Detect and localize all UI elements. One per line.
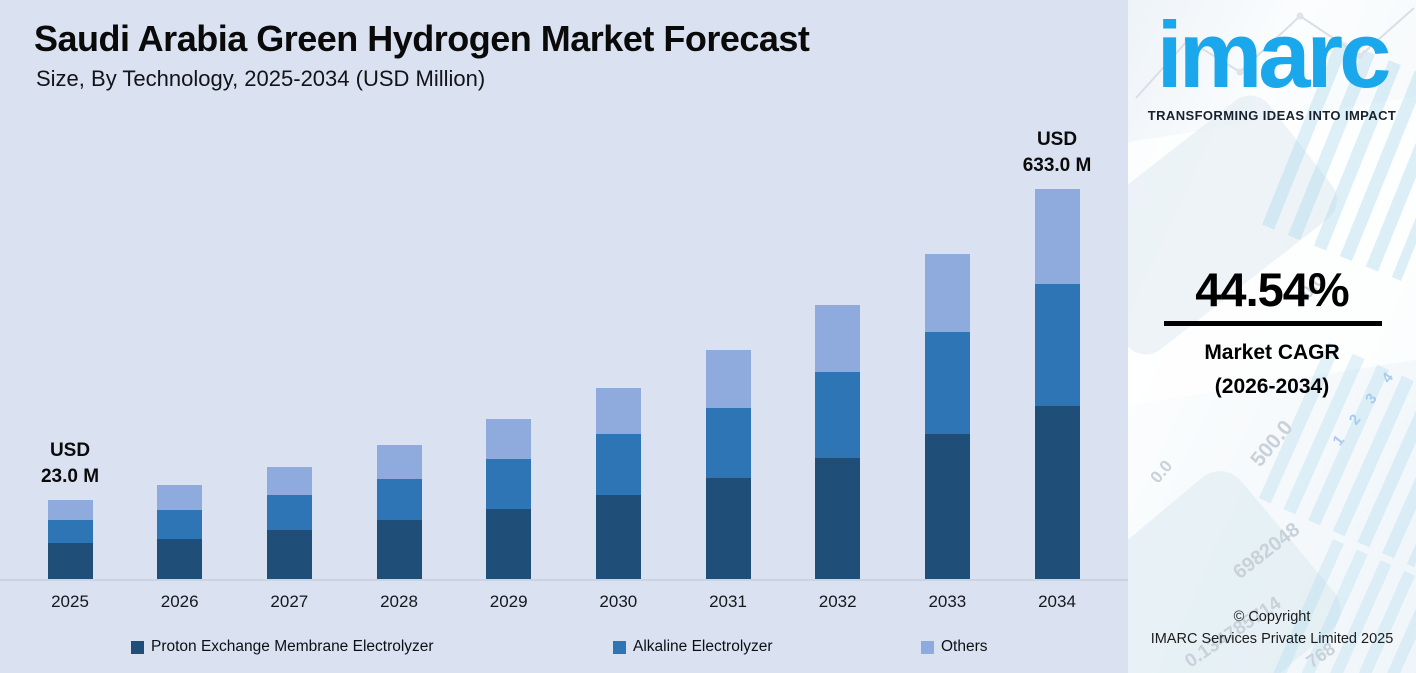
- legend-item-others: Others: [921, 637, 988, 657]
- copyright-line2: IMARC Services Private Limited 2025: [1150, 631, 1394, 648]
- bar-segment: [924, 332, 970, 434]
- stacked-bar-2028: [376, 445, 422, 580]
- stacked-bar-2034: [1034, 189, 1080, 580]
- x-axis-label-2033: 2033: [928, 592, 967, 611]
- legend-swatch-others: [921, 640, 934, 654]
- x-axis-label-2032: 2032: [818, 592, 857, 611]
- bar-segment: [924, 254, 970, 332]
- stacked-bar-2031: [705, 350, 751, 580]
- bar-segment: [815, 458, 861, 580]
- bar-segment: [1034, 406, 1080, 580]
- watermark-number: 500.0: [1246, 416, 1298, 472]
- stacked-bar-2026: [157, 485, 203, 580]
- value-annotation-2034: USD 633.0 M: [1022, 129, 1092, 176]
- bar-segment: [705, 350, 751, 408]
- watermark-number: 0.0: [1146, 456, 1177, 487]
- bar-segment: [705, 478, 751, 580]
- bar-segment: [705, 408, 751, 478]
- bar-segment: [595, 388, 641, 434]
- bar-segment: [376, 520, 422, 580]
- bar-segment: [266, 495, 312, 530]
- chart-subtitle: Size, By Technology, 2025-2034 (USD Mill…: [36, 66, 486, 91]
- bar-segment: [266, 530, 312, 580]
- cagr-value: 44.54%: [1195, 263, 1349, 316]
- bar-segment: [157, 510, 203, 539]
- cagr-period: (2026-2034): [1214, 375, 1330, 398]
- bar-segment: [157, 539, 203, 580]
- bar-segment: [815, 372, 861, 458]
- x-axis-label-2034: 2034: [1038, 592, 1076, 611]
- bar-segment: [595, 434, 641, 495]
- x-axis-label-2029: 2029: [489, 592, 528, 611]
- x-axis-label-2030: 2030: [599, 592, 638, 611]
- copyright-line1: © Copyright: [1233, 609, 1311, 625]
- stacked-bar-2030: [595, 388, 641, 580]
- stacked-bar-2032: [815, 305, 861, 580]
- legend-label-pem: Proton Exchange Membrane Electrolyzer: [151, 638, 434, 655]
- bar-segment: [1034, 189, 1080, 284]
- legend-swatch-pem: [131, 640, 144, 654]
- bar-segment: [486, 509, 532, 580]
- bar-segment: [595, 495, 641, 580]
- stacked-bar-2029: [486, 419, 532, 580]
- copyright-notice: © Copyright IMARC Services Private Limit…: [1128, 606, 1416, 651]
- legend-swatch-alkaline: [613, 640, 626, 654]
- bar-segment: [47, 543, 93, 580]
- legend-label-alkaline: Alkaline Electrolyzer: [633, 638, 773, 655]
- bar-segment: [486, 419, 532, 459]
- legend-label-others: Others: [941, 638, 988, 655]
- bar-segment: [815, 305, 861, 372]
- imarc-logo-text: imarc: [1156, 2, 1392, 107]
- bar-segment: [1034, 284, 1080, 406]
- x-axis-label-2028: 2028: [380, 592, 418, 611]
- chart-title: Saudi Arabia Green Hydrogen Market Forec…: [34, 18, 810, 59]
- bar-segment: [376, 479, 422, 520]
- x-axis-line: [0, 579, 1128, 581]
- stacked-bar-2027: [266, 467, 312, 580]
- bar-segment: [47, 520, 93, 543]
- watermark-number: 6982048: [1229, 518, 1305, 584]
- bar-segment: [47, 500, 93, 520]
- bar-segment: [157, 485, 203, 510]
- imarc-tagline: TRANSFORMING IDEAS INTO IMPACT: [1147, 108, 1397, 123]
- x-axis-label-2026: 2026: [160, 592, 199, 611]
- x-axis-label-2025: 2025: [51, 592, 89, 611]
- bar-segment: [486, 459, 532, 509]
- legend-item-alkaline: Alkaline Electrolyzer: [613, 637, 773, 657]
- brand-panel: 0.0 500.0 0.0 1 2 3 4 6982048 0.13478571…: [1128, 0, 1416, 673]
- bar-segment: [266, 467, 312, 495]
- value-annotation-2025: USD 23.0 M: [40, 440, 100, 487]
- imarc-logo: imarc: [1128, 5, 1416, 105]
- legend-item-pem: Proton Exchange Membrane Electrolyzer: [131, 637, 434, 657]
- x-axis-label-2031: 2031: [709, 592, 747, 611]
- cagr-divider: [1164, 321, 1382, 326]
- stacked-bar-2033: [924, 254, 970, 580]
- bar-segment: [924, 434, 970, 580]
- x-axis-label-2027: 2027: [270, 592, 309, 611]
- chart-panel: Saudi Arabia Green Hydrogen Market Forec…: [0, 0, 1128, 673]
- bar-segment: [376, 445, 422, 479]
- stacked-bar-2025: [47, 500, 93, 580]
- cagr-label: Market CAGR: [1204, 341, 1340, 364]
